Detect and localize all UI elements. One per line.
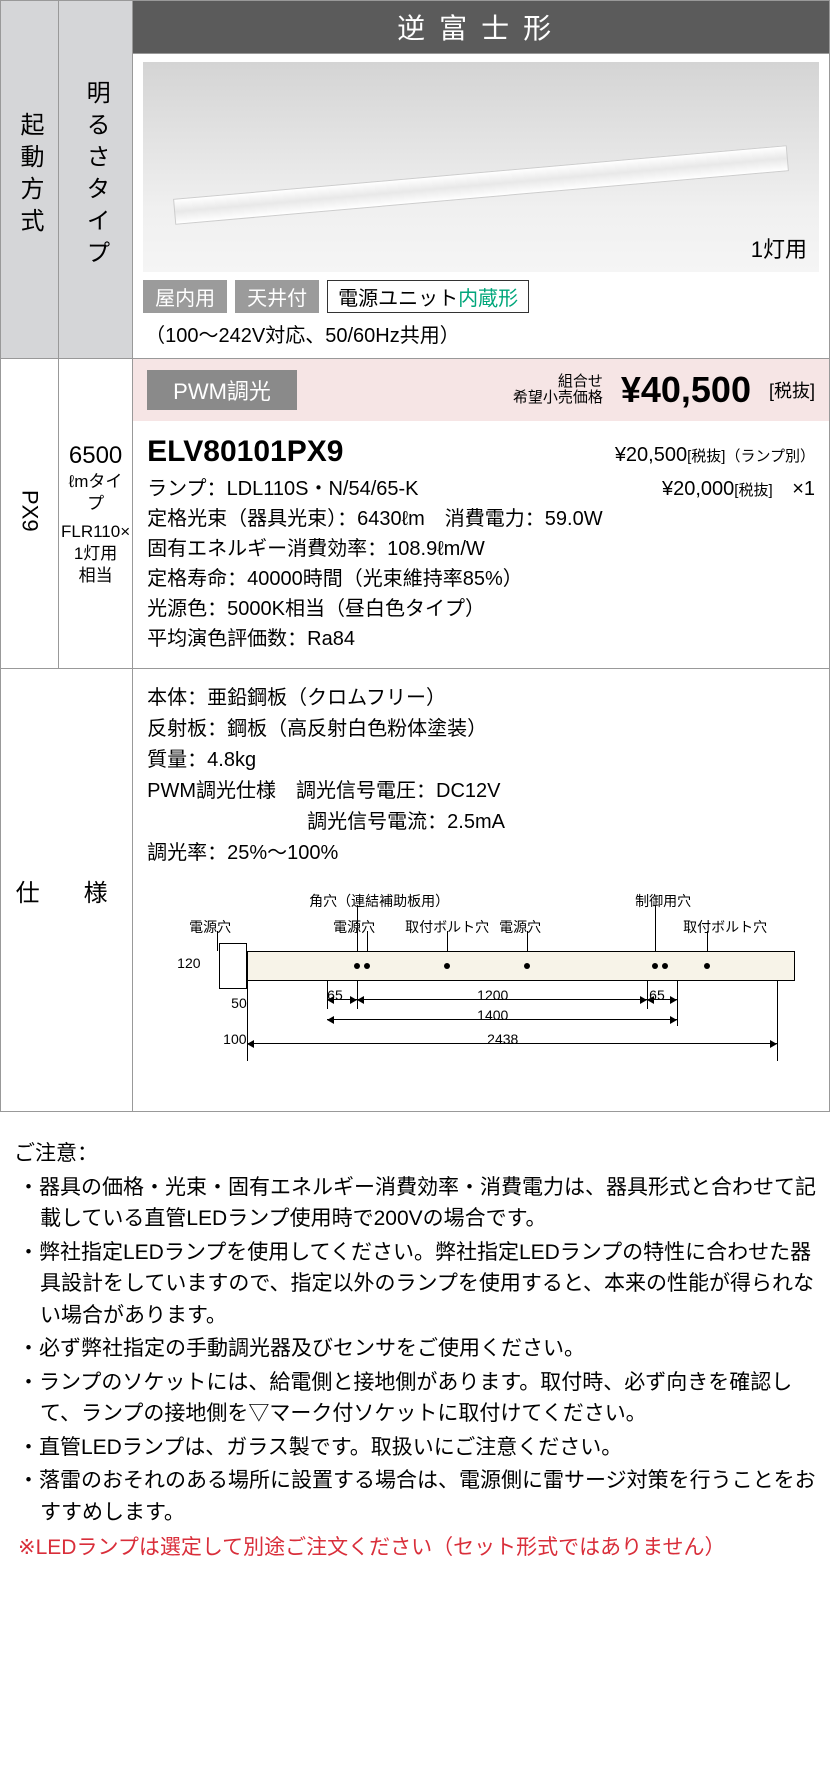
spec-line-2: 固有エネルギー消費効率：108.9ℓm/W	[147, 534, 815, 564]
spec-section-label: 仕 様	[1, 669, 133, 1112]
dia-dim-50: 50	[231, 993, 247, 1015]
price-label: 組合せ 希望小売価格	[513, 374, 603, 407]
note-item: 直管LEDランプは、ガラス製です。取扱いにご注意ください。	[18, 1432, 816, 1464]
spec-line-5: 平均演色評価数：Ra84	[147, 624, 815, 654]
pwm-dimming-tag: PWM調光	[147, 370, 297, 410]
note-item: 落雷のおそれのある場所に設置する場合は、電源側に雷サージ対策を行うことをおすすめ…	[18, 1465, 816, 1528]
note-item: 器具の価格・光束・固有エネルギー消費効率・消費電力は、器具形式と合わせて記載して…	[18, 1172, 816, 1235]
lamp-price: ¥20,000[税抜] ×1	[662, 474, 815, 504]
dia-dim-2438: 2438	[487, 1029, 518, 1051]
dia-label-dengen-2: 電源穴	[333, 917, 375, 939]
dimension-diagram: 角穴（連結補助板用） 制御用穴 電源穴 電源穴 取付ボルト穴 電源穴 取付ボルト…	[147, 891, 815, 1091]
tax-note: [税抜]	[769, 377, 815, 403]
detail-cell: PWM調光 組合せ 希望小売価格 ¥40,500 [税抜] ELV80101PX…	[133, 359, 830, 669]
lumen-unit: ℓmタイプ	[61, 471, 130, 515]
dia-dim-1400: 1400	[477, 1005, 508, 1027]
header-starting-method: 起動方式	[1, 1, 59, 359]
note-item: 必ず弊社指定の手動調光器及びセンサをご使用ください。	[18, 1333, 816, 1365]
dia-fixture-body	[247, 951, 795, 981]
fixture-graphic	[173, 145, 789, 225]
spec-line-3: 定格寿命：40000時間（光束維持率85%）	[147, 564, 815, 594]
notes-list: 器具の価格・光束・固有エネルギー消費効率・消費電力は、器具形式と合わせて記載して…	[14, 1172, 816, 1529]
detail-body: ELV80101PX9 ¥20,500[税抜]（ランプ別） ランプ： LDL11…	[133, 421, 829, 668]
product-photo: 1灯用	[143, 62, 819, 272]
notes-section: ご注意： 器具の価格・光束・固有エネルギー消費効率・消費電力は、器具形式と合わせ…	[0, 1112, 830, 1574]
lumen-type-cell: 6500 ℓmタイプ FLR110× 1灯用 相当	[59, 359, 133, 669]
spec-line-4: 光源色：5000K相当（昼白色タイプ）	[147, 594, 815, 624]
dia-endcap	[219, 943, 247, 989]
dia-dim-120: 120	[177, 953, 200, 975]
variant-code-cell: PX9	[1, 359, 59, 669]
spec-table: 起動方式 明るさタイプ 逆富士形 1灯用 屋内用 天井付 電源ユニット内蔵形 （…	[0, 0, 830, 1112]
note-item: ランプのソケットには、給電側と接地側があります。取付時、必ず向きを確認して、ラン…	[18, 1367, 816, 1430]
dia-label-kaku: 角穴（連結補助板用）	[309, 891, 449, 913]
spec-line-1: 定格光束（器具光束）：6430ℓm 消費電力：59.0W	[147, 504, 815, 534]
voltage-note: （100〜242V対応、50/60Hz共用）	[143, 319, 819, 348]
dia-label-dengen-1: 電源穴	[189, 917, 231, 939]
equiv-line-3: 相当	[61, 565, 130, 587]
notes-title: ご注意：	[14, 1138, 816, 1170]
lamp-row: ランプ： LDL110S・N/54/65-K ¥20,000[税抜] ×1	[147, 474, 815, 504]
equiv-line-2: 1灯用	[61, 543, 130, 565]
product-shape-title: 逆富士形	[133, 1, 830, 54]
dia-dim-65l: 65	[327, 985, 343, 1007]
dia-dim-1200: 1200	[477, 985, 508, 1007]
dia-label-dengen-3: 電源穴	[499, 917, 541, 939]
spec-section-body: 本体：亜鉛鋼板（クロムフリー） 反射板：鋼板（高反射白色粉体塗装） 質量：4.8…	[133, 669, 830, 1112]
dia-dim-100: 100	[223, 1029, 246, 1051]
body-spec-3: 質量：4.8kg	[147, 745, 815, 776]
lamp-model: LDL110S・N/54/65-K	[227, 474, 419, 504]
dia-label-bolt-2: 取付ボルト穴	[683, 917, 767, 939]
tag-indoor: 屋内用	[143, 280, 227, 313]
price-band: PWM調光 組合せ 希望小売価格 ¥40,500 [税抜]	[133, 359, 829, 421]
tag-psu: 電源ユニット内蔵形	[327, 280, 529, 313]
product-image-cell: 1灯用 屋内用 天井付 電源ユニット内蔵形 （100〜242V対応、50/60H…	[133, 54, 830, 359]
header-brightness-type: 明るさタイプ	[59, 1, 133, 359]
body-spec-4: PWM調光仕様 調光信号電圧：DC12V	[147, 776, 815, 807]
red-warning: ※LEDランプは選定して別途ご注文ください（セット形式ではありません）	[14, 1532, 816, 1564]
body-spec-6: 調光率：25%〜100%	[147, 838, 815, 869]
fixture-price: ¥20,500[税抜]（ランプ別）	[615, 440, 815, 470]
tag-ceiling: 天井付	[235, 280, 319, 313]
lamp-count-label: 1灯用	[751, 232, 807, 264]
dia-label-seigyo: 制御用穴	[635, 891, 691, 913]
lumen-value: 6500	[61, 440, 130, 471]
body-spec-5: 調光信号電流：2.5mA	[147, 807, 815, 838]
equiv-line-1: FLR110×	[61, 521, 130, 543]
dia-dim-65r: 65	[649, 985, 665, 1007]
model-number: ELV80101PX9	[147, 429, 343, 474]
tag-row: 屋内用 天井付 電源ユニット内蔵形	[143, 280, 819, 313]
body-spec-2: 反射板：鋼板（高反射白色粉体塗装）	[147, 714, 815, 745]
note-item: 弊社指定LEDランプを使用してください。弊社指定LEDランプの特性に合わせた器具…	[18, 1237, 816, 1332]
model-row: ELV80101PX9 ¥20,500[税抜]（ランプ別）	[147, 429, 815, 474]
body-spec-1: 本体：亜鉛鋼板（クロムフリー）	[147, 683, 815, 714]
combined-price: ¥40,500	[621, 369, 751, 411]
